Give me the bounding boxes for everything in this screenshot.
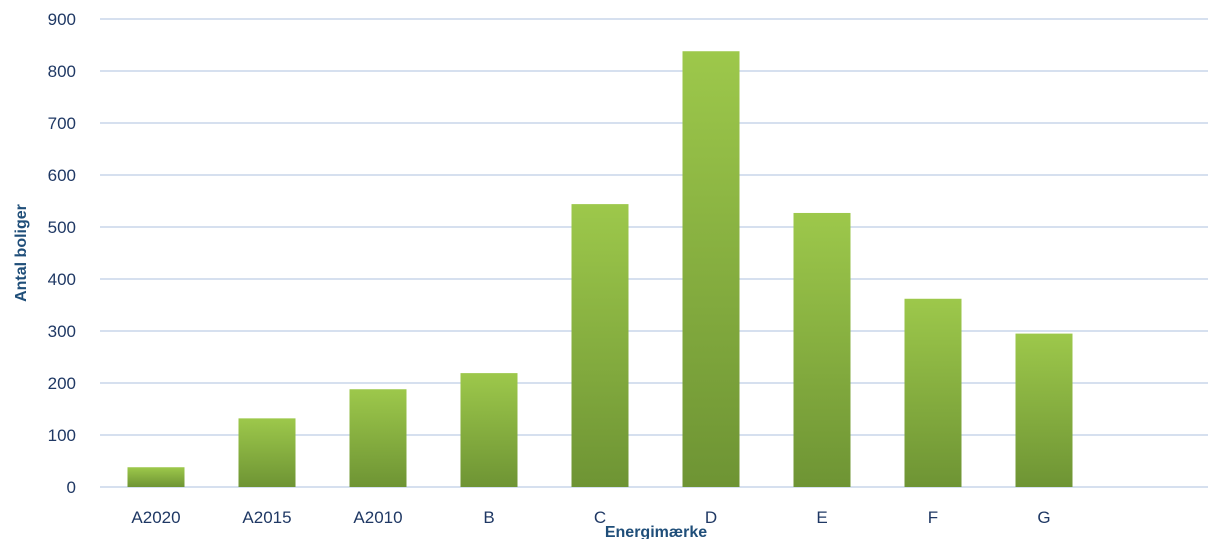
bar-g [1015, 333, 1073, 487]
y-tick-label: 900 [48, 10, 76, 29]
y-tick-label: 400 [48, 270, 76, 289]
y-tick-label: 0 [67, 478, 76, 497]
x-tick-label: F [928, 508, 938, 527]
x-axis-tick-labels: A2020 A2015 A2010 B C D E F G [131, 508, 1050, 527]
y-tick-label: 600 [48, 166, 76, 185]
y-tick-label: 200 [48, 374, 76, 393]
bar-c [571, 204, 629, 487]
bar-f [904, 298, 962, 487]
x-tick-label: E [816, 508, 827, 527]
bar-d [682, 51, 740, 488]
y-tick-label: 800 [48, 62, 76, 81]
bar-e [793, 212, 851, 487]
x-tick-label: A2015 [242, 508, 291, 527]
bars [127, 51, 1073, 488]
y-axis-title: Antal boliger [13, 204, 30, 302]
bar-b [460, 373, 518, 487]
bar-a2010 [349, 389, 407, 487]
bar-a2020 [127, 467, 185, 487]
y-tick-label: 100 [48, 426, 76, 445]
x-tick-label: G [1037, 508, 1050, 527]
x-tick-label: B [483, 508, 494, 527]
y-tick-label: 300 [48, 322, 76, 341]
x-axis-title: Energimærke [605, 524, 707, 539]
x-tick-label: D [705, 508, 717, 527]
x-tick-label: C [594, 508, 606, 527]
y-tick-label: 700 [48, 114, 76, 133]
y-axis-tick-labels: 0 100 200 300 400 500 600 700 800 900 [48, 10, 76, 497]
x-tick-label: A2020 [131, 508, 180, 527]
bar-a2015 [238, 418, 296, 487]
x-tick-label: A2010 [353, 508, 402, 527]
y-tick-label: 500 [48, 218, 76, 237]
